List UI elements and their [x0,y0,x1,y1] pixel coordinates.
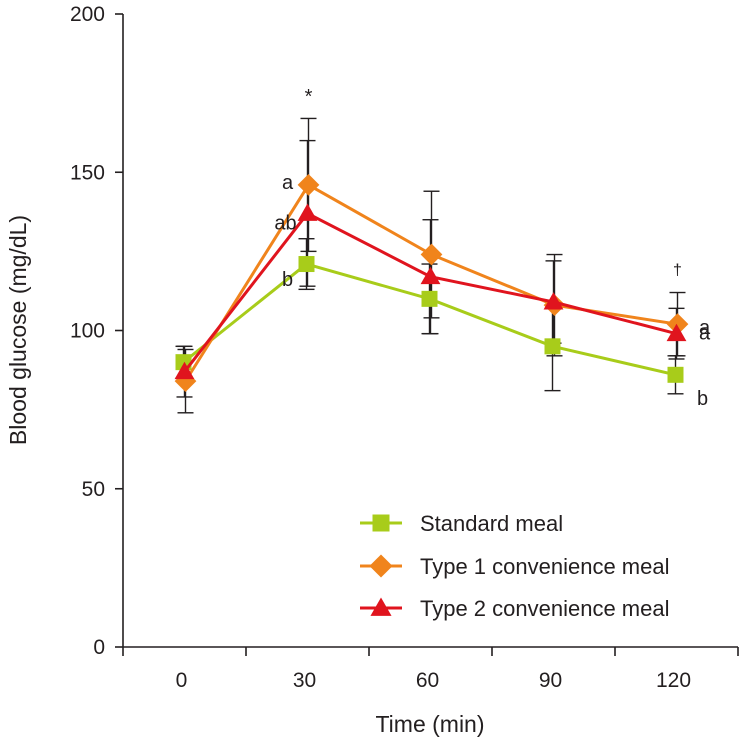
significance-letter: ab [274,212,296,234]
legend-marker [370,597,392,616]
annotations: *† [305,86,682,279]
y-ticks: 0 50 100 150 200 [70,3,123,659]
legend-marker [372,514,390,532]
significance-annotation: * [305,86,313,108]
legend-label: Type 2 convenience meal [420,596,670,621]
legend-label: Type 1 convenience meal [420,554,670,579]
y-tick-label: 150 [70,161,105,184]
data-point [667,366,684,383]
legend-item-0: Standard meal [360,511,563,536]
significance-letter: a [699,317,711,339]
data-point [544,338,561,355]
data-point [174,361,195,380]
legend-label: Standard meal [420,511,563,536]
data-point [298,256,315,273]
y-tick-label: 100 [70,320,105,343]
data-point [543,292,564,310]
legend: Standard meal Type 1 convenience meal Type… [360,511,670,621]
legend-marker [369,554,393,578]
error-bars-1 [177,117,686,414]
data-point [420,243,443,266]
legend-item-2: Type 2 convenience meal [360,596,670,621]
x-tick-label: 0 [176,669,188,692]
data-point [420,266,441,285]
x-tick-label: 120 [656,669,691,692]
data-point [666,313,689,336]
x-tick-label: 90 [539,669,562,692]
significance-letter: a [699,323,711,345]
significance-annotation: † [673,262,682,279]
y-tick-label: 50 [82,478,105,501]
significance-letter: b [282,269,293,291]
series-2: aba [174,203,711,380]
data-point [421,290,438,307]
significance-letter: b [697,388,708,410]
y-tick-label: 200 [70,3,105,26]
data-point [297,203,318,221]
x-ticks: 0 30 60 90 120 [122,647,739,692]
significance-letter: a [282,172,294,194]
x-tick-label: 30 [293,669,316,692]
data-point [666,323,687,342]
y-axis-title: Blood glucose (mg/dL) [5,215,31,445]
x-axis-title: Time (min) [375,711,484,737]
x-tick-label: 60 [416,669,439,692]
axes: 0 50 100 150 200 0 30 60 90 120 [70,3,739,692]
data-point [297,174,320,196]
y-tick-label: 0 [93,636,105,659]
legend-item-1: Type 1 convenience meal [360,554,670,579]
